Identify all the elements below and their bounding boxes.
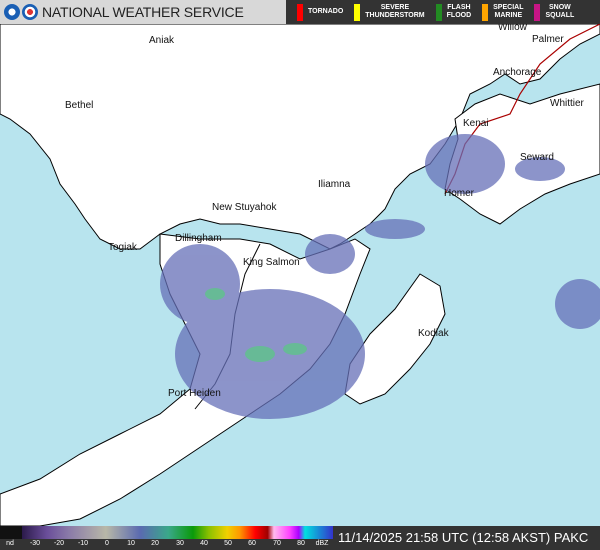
radar-echo (425, 134, 505, 194)
city-label: Kenai (463, 118, 489, 129)
scale-tick: -20 (53, 540, 65, 547)
city-label: Dillingham (175, 233, 222, 244)
radar-echo (365, 219, 425, 239)
warning-swatch (354, 3, 361, 21)
city-label: Seward (520, 152, 554, 163)
radar-echo (515, 157, 565, 181)
city-label: Palmer (532, 34, 564, 45)
city-labels: Aniak Palmer Willow Anchorage Bethel Whittier… (65, 24, 585, 399)
city-label: Homer (444, 188, 475, 199)
city-label: New Stuyahok (212, 202, 277, 213)
scale-tick: -10 (77, 540, 89, 547)
scale-tick: nd (6, 540, 14, 547)
city-label: Iliamna (318, 179, 351, 190)
timestamp: 11/14/2025 21:58 UTC (12:58 AKST) PAKC (338, 530, 588, 545)
city-label: Aniak (149, 35, 175, 46)
warning-severe-thunderstorm: SEVERE THUNDERSTORM (354, 3, 425, 21)
city-label: King Salmon (243, 257, 300, 268)
radar-map[interactable]: Aniak Palmer Willow Anchorage Bethel Whittier… (0, 24, 600, 526)
warning-tornado: TORNADO (297, 3, 344, 21)
reflectivity-scale: nd -30 -20 -10 0 10 20 30 40 50 60 70 80 dBZ (0, 526, 335, 550)
warning-flash-flood: FLASH FLOOD (435, 3, 472, 21)
noaa-logo (4, 4, 20, 20)
warning-special-marine: SPECIAL MARINE (482, 3, 524, 21)
radar-echo (305, 234, 355, 274)
radar-echo (205, 288, 225, 300)
city-label: Anchorage (493, 67, 542, 78)
city-label: Port Heiden (168, 388, 221, 399)
radar-site: PAKC (553, 530, 589, 545)
radar-echo (283, 343, 307, 355)
scale-tick: 60 (248, 540, 256, 547)
warning-swatch (435, 3, 442, 21)
scale-tick: dBZ (315, 540, 329, 547)
warning-swatch (297, 3, 303, 21)
warning-snow-squall: SNOW SQUALL (534, 3, 575, 21)
logos (4, 4, 38, 20)
warning-label: SNOW SQUALL (545, 4, 575, 19)
radar-echo (555, 279, 600, 329)
nws-logo (22, 4, 38, 20)
scale-tick: 10 (127, 540, 135, 547)
warning-label: SPECIAL MARINE (493, 4, 524, 19)
radar-echo (245, 346, 275, 362)
timestamp-text: 11/14/2025 21:58 UTC (12:58 AKST) (338, 530, 551, 545)
radar-echoes-moderate (205, 288, 307, 362)
warning-label: SEVERE THUNDERSTORM (365, 4, 425, 19)
scale-tick: -30 (29, 540, 41, 547)
land-kodiak (344, 273, 446, 405)
nd-swatch (0, 526, 22, 539)
scale-tick: 30 (176, 540, 184, 547)
warning-label: TORNADO (308, 8, 344, 15)
city-label: Whittier (550, 98, 585, 109)
city-label: Bethel (65, 100, 93, 111)
warning-label: FLASH FLOOD (446, 4, 472, 19)
scale-tick: 0 (105, 540, 109, 547)
city-label: Togiak (108, 242, 138, 253)
color-ramp (22, 526, 333, 539)
city-label: Kodiak (418, 328, 450, 339)
scale-tick: 80 (297, 540, 305, 547)
warning-swatch (482, 3, 489, 21)
scale-tick: 40 (200, 540, 208, 547)
scale-tick: 70 (273, 540, 281, 547)
scale-tick: 50 (224, 540, 232, 547)
warning-legend: TORNADO SEVERE THUNDERSTORM FLASH FLOOD SPE… (286, 0, 600, 24)
page-title: NATIONAL WEATHER SERVICE (42, 4, 244, 20)
status-bar: nd -30 -20 -10 0 10 20 30 40 50 60 70 80 dBZ 11/14/20… (0, 526, 600, 550)
radar-echo (160, 244, 240, 324)
warning-swatch (534, 3, 541, 21)
scale-tick: 20 (151, 540, 159, 547)
city-label: Willow (498, 24, 528, 33)
